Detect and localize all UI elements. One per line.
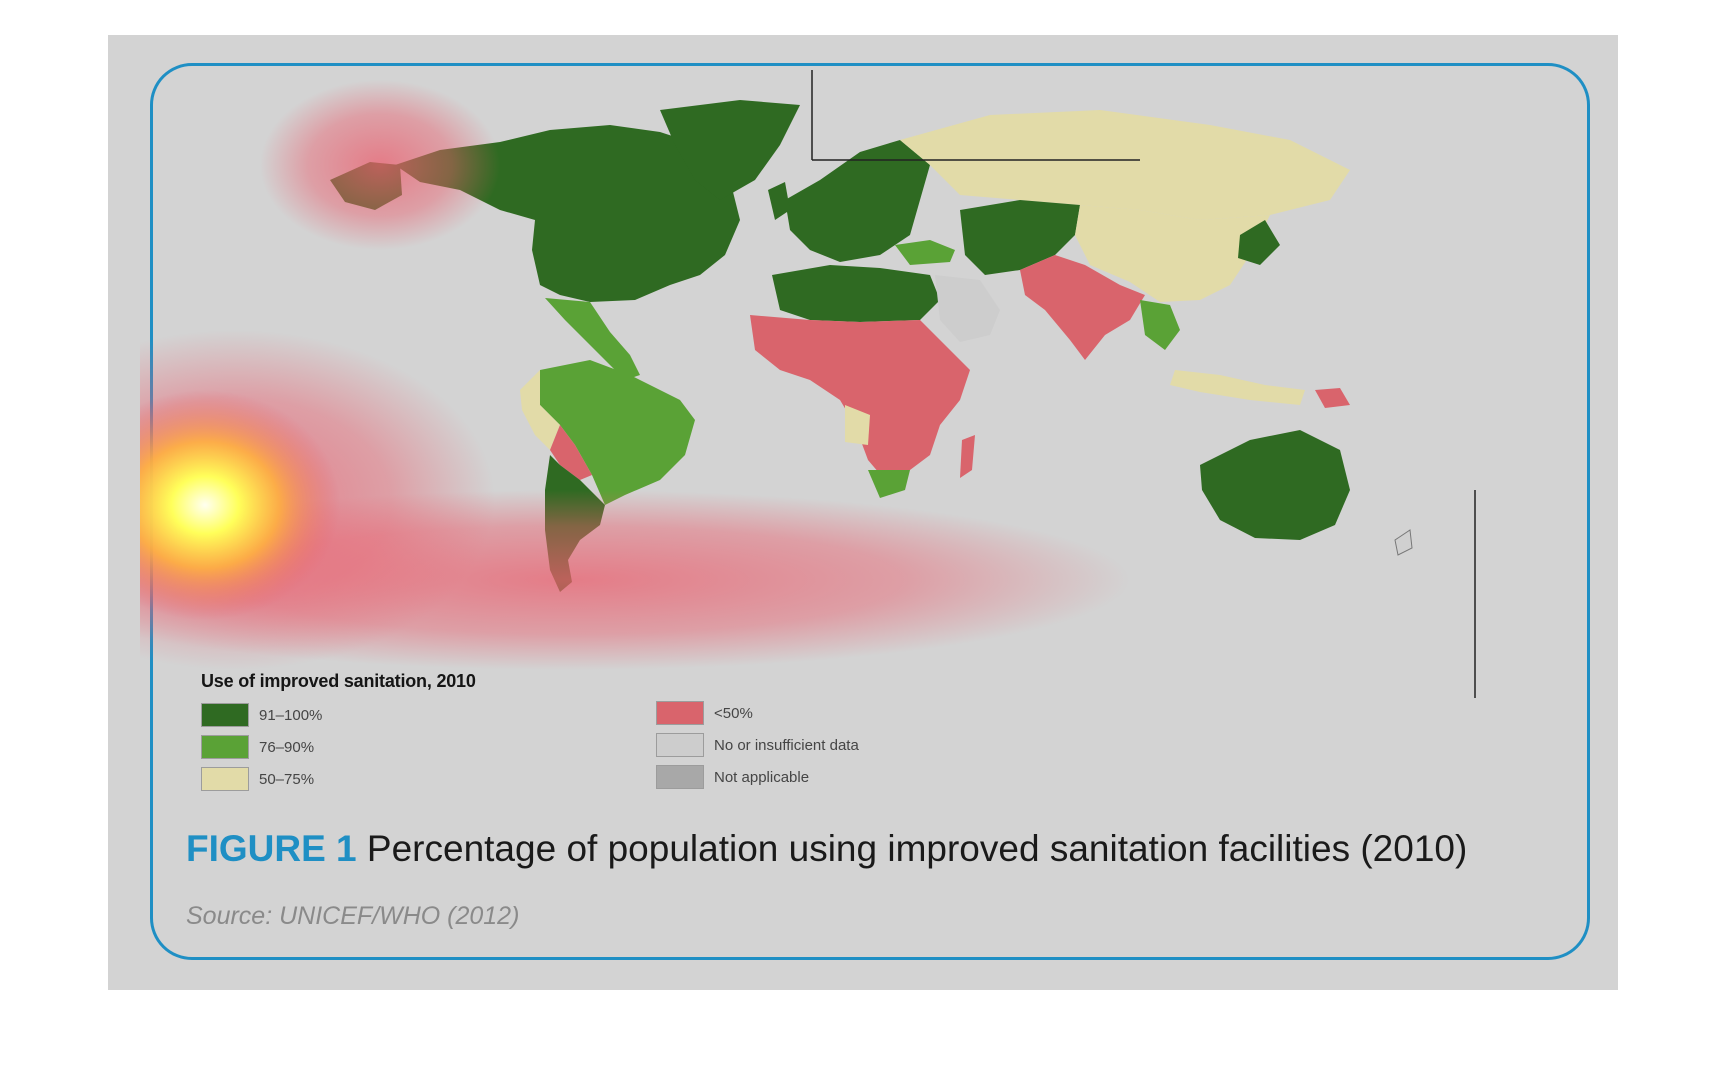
region-australia bbox=[1200, 430, 1350, 540]
figure-caption: FIGURE 1 Percentage of population using … bbox=[186, 828, 1467, 870]
legend-swatch bbox=[201, 703, 249, 727]
legend-item: 91–100% bbox=[201, 702, 322, 728]
region-arabia bbox=[935, 275, 1000, 342]
region-new-zealand bbox=[1394, 529, 1413, 556]
legend-item: 50–75% bbox=[201, 766, 314, 792]
region-madagascar bbox=[960, 435, 975, 478]
heat-glow-alaska bbox=[260, 80, 500, 250]
region-bolivia bbox=[550, 425, 592, 480]
legend-label: 91–100% bbox=[259, 706, 323, 724]
legend-swatch bbox=[656, 733, 704, 757]
world-map-svg bbox=[140, 70, 1476, 698]
legend-label: <50% bbox=[714, 704, 753, 722]
region-north-africa bbox=[772, 265, 940, 322]
region-south-africa bbox=[868, 470, 910, 498]
legend-item: <50% bbox=[656, 700, 753, 726]
region-indonesia bbox=[1170, 370, 1305, 405]
region-central-asia bbox=[960, 200, 1080, 275]
region-papua-new-guinea bbox=[1315, 388, 1350, 408]
legend-swatch bbox=[201, 767, 249, 791]
region-turkey bbox=[895, 240, 955, 265]
legend-title: Use of improved sanitation, 2010 bbox=[201, 671, 476, 691]
region-europe bbox=[785, 140, 930, 262]
legend-label: 76–90% bbox=[259, 738, 315, 756]
legend-swatch bbox=[656, 701, 704, 725]
region-mexico-central-america bbox=[545, 298, 640, 380]
legend-label: 50–75% bbox=[259, 770, 315, 788]
region-south-asia bbox=[1020, 255, 1145, 360]
figure-source: Source: UNICEF/WHO (2012) bbox=[186, 902, 520, 930]
region-peru bbox=[520, 370, 560, 450]
figure-number: FIGURE 1 bbox=[186, 828, 357, 869]
region-brazil bbox=[540, 360, 695, 505]
region-china-mongolia bbox=[1075, 205, 1270, 302]
legend-label: Not applicable bbox=[714, 768, 810, 786]
legend-item: Not applicable bbox=[656, 764, 809, 790]
region-japan-korea bbox=[1238, 220, 1280, 265]
legend-item: 76–90% bbox=[201, 734, 314, 760]
region-sub-saharan-africa bbox=[750, 315, 970, 480]
figure-title: Percentage of population using improved … bbox=[366, 828, 1468, 869]
legend-swatch bbox=[656, 765, 704, 789]
legend-item: No or insufficient data bbox=[656, 732, 859, 758]
region-russia bbox=[900, 110, 1350, 220]
legend-swatch bbox=[201, 735, 249, 759]
region-uk bbox=[768, 182, 790, 220]
region-greenland bbox=[660, 100, 800, 200]
heat-glow-core bbox=[140, 390, 340, 620]
region-southeast-asia bbox=[1140, 300, 1180, 350]
legend-label: No or insufficient data bbox=[714, 736, 859, 754]
region-angola bbox=[845, 405, 870, 445]
world-map bbox=[140, 70, 1590, 700]
